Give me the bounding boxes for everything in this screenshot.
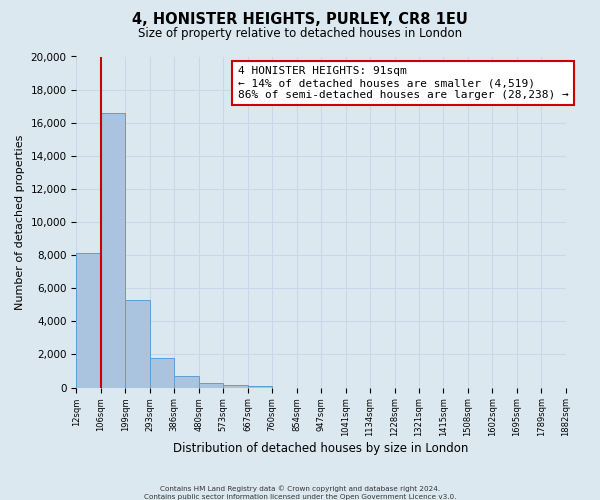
Text: Contains HM Land Registry data © Crown copyright and database right 2024.: Contains HM Land Registry data © Crown c… — [160, 486, 440, 492]
Bar — [174, 376, 199, 388]
Bar — [125, 300, 150, 388]
Text: 4 HONISTER HEIGHTS: 91sqm
← 14% of detached houses are smaller (4,519)
86% of se: 4 HONISTER HEIGHTS: 91sqm ← 14% of detac… — [238, 66, 569, 100]
Bar — [101, 113, 125, 388]
Bar — [199, 382, 223, 388]
Bar — [248, 386, 272, 388]
Text: Contains public sector information licensed under the Open Government Licence v3: Contains public sector information licen… — [144, 494, 456, 500]
Bar — [150, 358, 174, 388]
Text: 4, HONISTER HEIGHTS, PURLEY, CR8 1EU: 4, HONISTER HEIGHTS, PURLEY, CR8 1EU — [132, 12, 468, 28]
Y-axis label: Number of detached properties: Number of detached properties — [15, 134, 25, 310]
Bar — [76, 252, 101, 388]
Text: Size of property relative to detached houses in London: Size of property relative to detached ho… — [138, 28, 462, 40]
X-axis label: Distribution of detached houses by size in London: Distribution of detached houses by size … — [173, 442, 469, 455]
Bar — [223, 385, 248, 388]
